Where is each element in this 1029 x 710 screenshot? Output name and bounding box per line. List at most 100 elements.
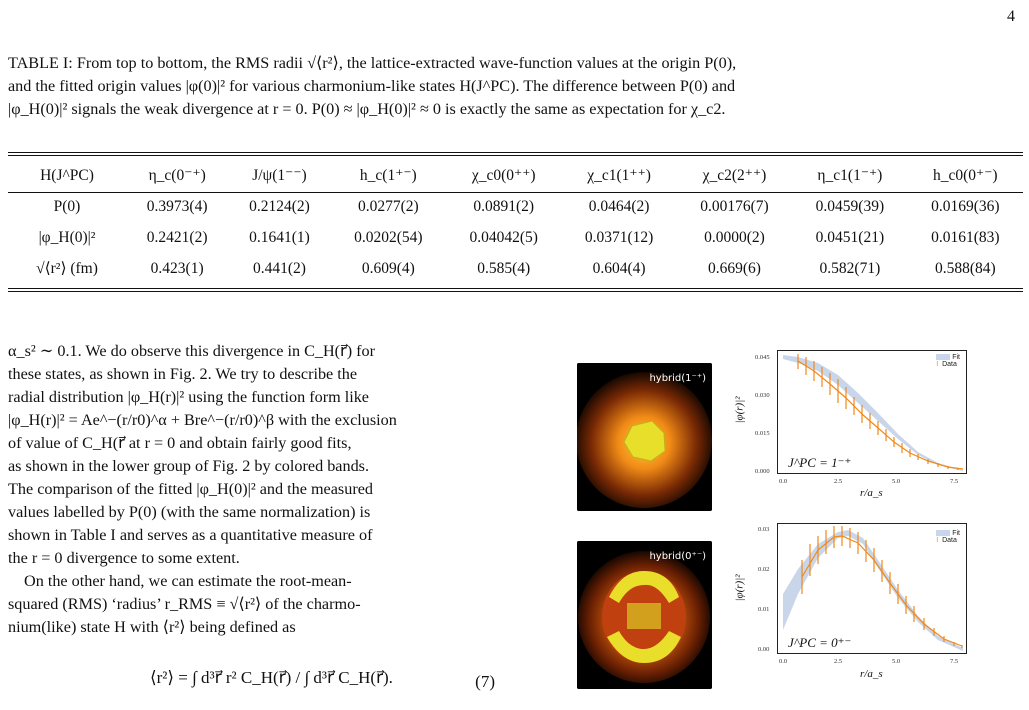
table-row: √⟨r²⟩ (fm) 0.423(1) 0.441(2) 0.609(4) 0.…: [8, 253, 1023, 284]
body-line: values labelled by P(0) (with the same n…: [8, 503, 371, 521]
page-number: 4: [1007, 8, 1015, 25]
equation-number: (7): [475, 672, 495, 691]
header-cell: h_c0(0⁺⁻): [933, 167, 998, 184]
body-line: nium(like) state H with ⟨r²⟩ being defin…: [8, 618, 296, 636]
header-cell: η_c(0⁻⁺): [148, 167, 206, 184]
body-line: The comparison of the fitted |φ_H(0)|² a…: [8, 480, 373, 498]
table-cell: 0.1641(1): [249, 228, 310, 246]
ylabel: |φ(r)|²: [733, 396, 746, 424]
table-cell: 0.588(84): [934, 259, 996, 277]
table-top-rule: [8, 155, 1023, 156]
hybrid-0pm-visualization: hybrid(0⁺⁻): [577, 541, 712, 689]
body-text: α_s² ∼ 0.1. We do observe this divergenc…: [8, 340, 495, 639]
table-cell: √⟨r²⟩ (fm): [36, 260, 98, 277]
body-line: squared (RMS) ‘radius’ r_RMS ≡ √⟨r²⟩ of …: [8, 595, 361, 613]
header-cell: η_c1(1⁻⁺): [817, 167, 883, 184]
header-cell: J/ψ(1⁻⁻): [252, 167, 307, 184]
table-cell: 0.0277(2): [357, 197, 419, 215]
equation-7: ⟨r²⟩ = ∫ d³r⃗ r² C_H(r⃗) / ∫ d³r⃗ C_H(r⃗…: [150, 668, 495, 691]
body-line: On the other hand, we can estimate the r…: [24, 572, 352, 590]
table-cell: P(0): [53, 197, 81, 215]
table-cell: 0.582(71): [819, 259, 881, 277]
body-line: as shown in the lower group of Fig. 2 by…: [8, 457, 370, 475]
hybrid-1mp-visualization: hybrid(1⁻⁺): [577, 363, 712, 511]
body-line: radial distribution |φ_H(r)|² using the …: [8, 388, 369, 406]
table-cell: 0.441(2): [252, 259, 306, 277]
table-cell: |φ_H(0)|²: [38, 228, 96, 246]
ytick: 0.02: [758, 566, 770, 573]
xtick: 2.5: [834, 658, 843, 665]
table-cell: 0.585(4): [477, 259, 531, 277]
xlabel: r/a_s: [860, 668, 883, 680]
table-cell: 0.0000(2): [704, 228, 765, 246]
header-cell: H(J^PC): [40, 166, 94, 184]
xtick: 0.0: [779, 658, 788, 665]
table-cell: 0.609(4): [361, 259, 415, 277]
xtick: 2.5: [834, 478, 843, 485]
equation-text: ⟨r²⟩ = ∫ d³r⃗ r² C_H(r⃗) / ∫ d³r⃗ C_H(r⃗…: [150, 668, 393, 687]
table-cell: 0.0451(21): [815, 228, 885, 246]
table-caption: TABLE I: From top to bottom, the RMS rad…: [8, 52, 1023, 121]
table-top-rule: [8, 152, 1023, 153]
data-series-1: [797, 354, 964, 470]
header-cell: h_c(1⁺⁻): [359, 167, 417, 184]
table-cell: 0.04042(5): [469, 228, 538, 246]
xtick: 7.5: [950, 478, 959, 485]
ytick: 0.015: [755, 430, 770, 437]
plot-1-canvas: [783, 354, 964, 471]
ytick: 0.030: [755, 392, 770, 399]
table-cell: 0.423(1): [150, 259, 204, 277]
table-mid-rule: [8, 192, 1023, 193]
legend-fit: Fit: [952, 354, 960, 361]
caption-line: and the fitted origin values |φ(0)|² for…: [8, 77, 736, 95]
header-cell: χ_c0(0⁺⁺): [471, 167, 536, 184]
data-series-2: [801, 526, 963, 648]
results-table: H(J^PC) η_c(0⁻⁺) J/ψ(1⁻⁻) h_c(1⁺⁻) χ_c0(…: [8, 160, 1023, 284]
table-cell: 0.00176(7): [700, 197, 769, 215]
body-line: of value of C_H(r⃗ at r = 0 and obtain f…: [8, 434, 352, 452]
legend-data: Data: [942, 361, 957, 368]
caption-line: |φ_H(0)|² signals the weak divergence at…: [8, 100, 726, 118]
table-cell: 0.0202(54): [354, 228, 423, 246]
table-cell: 0.0161(83): [931, 228, 1000, 246]
xtick: 0.0: [779, 478, 788, 485]
plot-2-canvas: [783, 526, 963, 651]
table-cell: 0.0459(39): [815, 197, 885, 215]
body-line: shown in Table I and serves as a quantit…: [8, 526, 373, 544]
hybrid-label: hybrid(0⁺⁻): [649, 551, 706, 562]
xtick: 5.0: [892, 658, 901, 665]
table-row: P(0) 0.3973(4) 0.2124(2) 0.0277(2) 0.089…: [8, 191, 1023, 222]
jpc-label: J^PC = 0⁺⁻: [788, 635, 852, 650]
table-cell: 0.669(6): [708, 259, 761, 277]
xtick: 5.0: [892, 478, 901, 485]
density-render: [577, 541, 712, 689]
table-cell: 0.0891(2): [473, 197, 535, 215]
ytick: 0.000: [755, 468, 770, 475]
table-cell: 0.2124(2): [249, 197, 310, 215]
body-line: these states, as shown in Fig. 2. We try…: [8, 365, 358, 383]
body-line: α_s² ∼ 0.1. We do observe this divergenc…: [8, 342, 376, 360]
header-cell: χ_c2(2⁺⁺): [702, 167, 767, 184]
xtick: 7.5: [950, 658, 959, 665]
table-header-row: H(J^PC) η_c(0⁻⁺) J/ψ(1⁻⁻) h_c(1⁺⁻) χ_c0(…: [8, 160, 1023, 191]
table-cell: 0.2421(2): [146, 228, 208, 246]
table-cell: 0.3973(4): [146, 197, 208, 215]
plot-2-legend: Fit I Data: [936, 530, 960, 544]
table-bottom-rule: [8, 288, 1023, 289]
table-row: |φ_H(0)|² 0.2421(2) 0.1641(1) 0.0202(54)…: [8, 222, 1023, 253]
table-cell: 0.0464(2): [588, 197, 650, 215]
caption-line: TABLE I: From top to bottom, the RMS rad…: [8, 54, 737, 72]
table-cell: 0.0371(12): [584, 228, 654, 246]
body-line: the r = 0 divergence to some extent.: [8, 549, 240, 567]
legend-fit: Fit: [952, 530, 960, 537]
density-render: [577, 363, 712, 511]
plot-1-legend: Fit I Data: [936, 354, 960, 368]
header-cell: χ_c1(1⁺⁺): [587, 167, 651, 184]
ytick: 0.045: [755, 354, 770, 361]
ytick: 0.03: [758, 526, 770, 533]
ytick: 0.01: [758, 606, 770, 613]
table-bottom-rule: [8, 291, 1023, 292]
body-line: |φ_H(r)|² = Ae^−(r/r0)^α + Bre^−(r/r0)^β…: [8, 411, 397, 429]
wavefunction-plot-2: Fit I Data J^PC = 0⁺⁻: [777, 523, 967, 654]
legend-data: Data: [942, 537, 957, 544]
